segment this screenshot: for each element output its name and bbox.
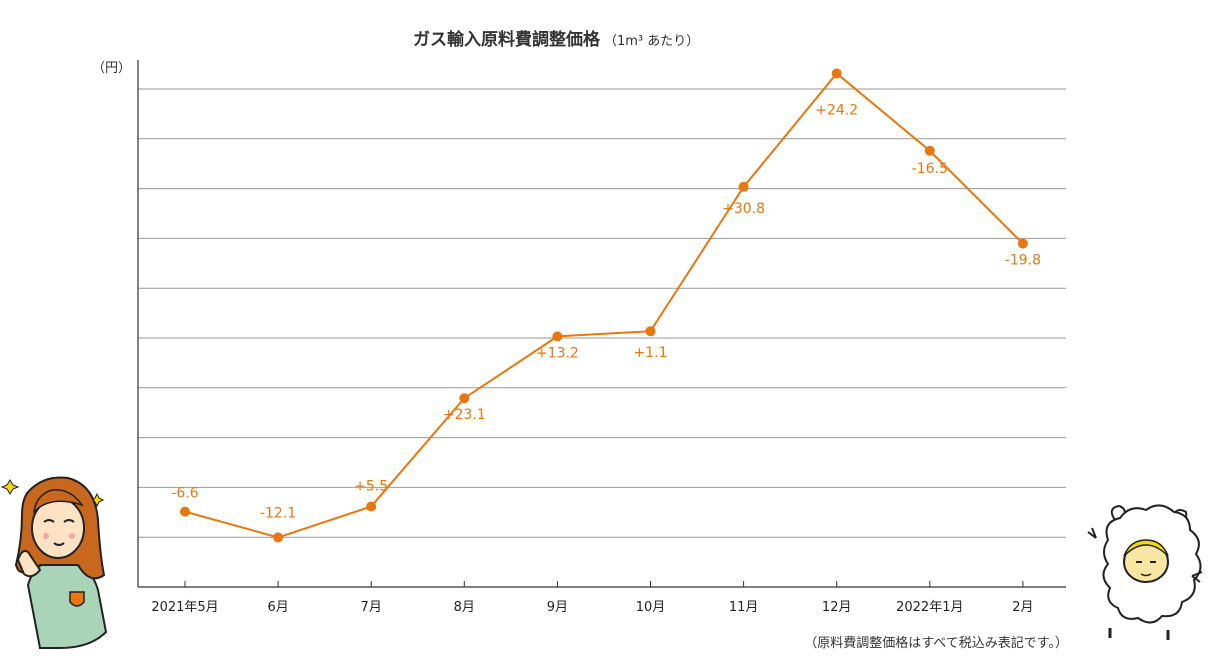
data-label: -12.1: [260, 505, 296, 521]
chart-subtitle: （1m³ あたり）: [604, 34, 699, 49]
data-points: [180, 68, 1028, 543]
sheep-arms-icon: [1087, 527, 1203, 583]
series-line: [184, 72, 1024, 539]
data-point: [459, 393, 470, 404]
x-tick-label: 11月: [729, 600, 759, 615]
sparkle-icon: [0, 479, 20, 495]
x-axis-ticks: [184, 581, 1024, 587]
footnote: （原料費調整価格はすべて税込み表記です。）: [804, 635, 1068, 651]
data-point: [831, 68, 842, 79]
chart-title: ガス輸入原料費調整価格: [413, 29, 601, 50]
data-label: +30.8: [722, 201, 765, 217]
data-labels: -6.6 -12.1 +5.5 +23.1 +13.2 +1.1 +30.8 +24.2 -16…: [171, 102, 1041, 521]
data-label: +24.2: [815, 102, 858, 118]
x-tick-label: 7月: [361, 600, 382, 615]
x-tick-label: 2022年1月: [896, 600, 963, 615]
gridlines: [138, 88, 1066, 538]
x-tick-label: 6月: [267, 600, 288, 615]
cheek-icon: [43, 533, 49, 539]
hand-icon: [16, 550, 42, 578]
data-point: [645, 326, 656, 337]
data-label: -19.8: [1005, 253, 1041, 269]
x-axis-labels: 2021年5月 6月 7月 8月 9月 10月 11月 12月 2022年1月 2月: [151, 600, 1033, 615]
x-tick-label: 8月: [454, 600, 475, 615]
eye-icon: [43, 519, 55, 523]
data-point: [1017, 238, 1028, 249]
bangs-icon: [32, 489, 84, 515]
x-tick-label: 10月: [636, 600, 666, 615]
sheep-hair-icon: [1123, 539, 1169, 557]
x-tick-label: 12月: [822, 600, 852, 615]
x-tick-label: 2021年5月: [151, 600, 218, 615]
data-point: [366, 501, 377, 512]
data-label: +23.1: [443, 407, 486, 423]
sheep-legs-icon: [1108, 628, 1170, 640]
y-axis-unit: （円）: [92, 61, 131, 76]
data-point: [738, 181, 749, 192]
sheep-illustration: [1087, 504, 1203, 640]
data-label: +13.2: [536, 345, 579, 361]
woman-illustration: [0, 476, 108, 649]
data-label: -16.5: [912, 161, 948, 177]
data-label: -6.6: [171, 486, 198, 502]
data-label: +5.5: [354, 478, 388, 494]
sheep-mouth-icon: [1140, 573, 1152, 577]
x-tick-label: 2月: [1012, 600, 1033, 615]
cheek-icon: [69, 533, 75, 539]
mouth-icon: [53, 542, 65, 546]
data-point: [552, 331, 563, 342]
data-point: [180, 506, 190, 517]
badge-icon: [69, 591, 85, 607]
data-label: +1.1: [634, 345, 668, 361]
data-point: [273, 532, 284, 543]
x-tick-label: 9月: [547, 600, 568, 615]
eye-icon: [63, 519, 75, 523]
data-point: [924, 145, 935, 156]
